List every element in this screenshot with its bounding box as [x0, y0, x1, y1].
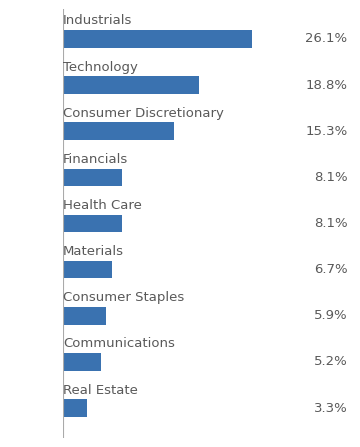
- Text: Health Care: Health Care: [63, 199, 142, 212]
- Text: 8.1%: 8.1%: [314, 217, 347, 230]
- Bar: [63, 261, 112, 278]
- Text: Financials: Financials: [63, 153, 128, 166]
- Text: Materials: Materials: [63, 245, 124, 258]
- Text: Technology: Technology: [63, 60, 138, 74]
- Text: 6.7%: 6.7%: [314, 263, 347, 276]
- Bar: [63, 307, 106, 325]
- Bar: [63, 169, 122, 186]
- Text: 5.2%: 5.2%: [314, 355, 347, 368]
- Text: Communications: Communications: [63, 337, 175, 350]
- Bar: [63, 30, 252, 48]
- Text: 3.3%: 3.3%: [314, 401, 347, 414]
- Bar: [63, 122, 174, 140]
- Text: 5.9%: 5.9%: [314, 309, 347, 322]
- Text: 26.1%: 26.1%: [305, 33, 347, 46]
- Bar: [63, 215, 122, 232]
- Text: 15.3%: 15.3%: [305, 125, 347, 138]
- Text: Real Estate: Real Estate: [63, 384, 138, 396]
- Text: Consumer Staples: Consumer Staples: [63, 291, 184, 304]
- Text: Consumer Discretionary: Consumer Discretionary: [63, 107, 224, 120]
- Bar: [63, 76, 199, 94]
- Text: 8.1%: 8.1%: [314, 171, 347, 184]
- Text: 18.8%: 18.8%: [305, 79, 347, 92]
- Bar: [63, 353, 101, 371]
- Bar: [63, 399, 87, 417]
- Text: Industrials: Industrials: [63, 14, 132, 27]
